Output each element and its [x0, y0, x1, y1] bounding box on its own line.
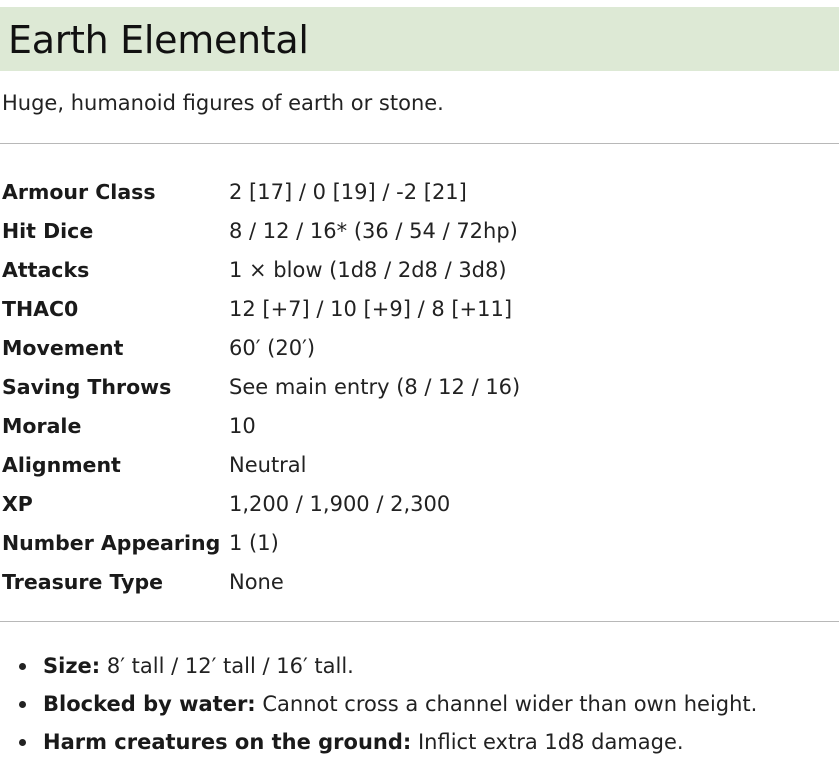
stat-row-armour-class: Armour Class 2 [17] / 0 [19] / -2 [21]: [2, 172, 839, 211]
stat-value: 60′ (20′): [229, 335, 316, 360]
stat-row-thac0: THAC0 12 [+7] / 10 [+9] / 8 [+11]: [2, 289, 839, 328]
stat-row-number-appearing: Number Appearing 1 (1): [2, 523, 839, 562]
note-text: Inflict extra 1d8 damage.: [411, 730, 684, 754]
stat-label: Alignment: [2, 452, 121, 477]
list-item: Harm creatures on the ground: Inflict ex…: [0, 723, 757, 761]
stat-value: 8 / 12 / 16* (36 / 54 / 72hp): [229, 218, 518, 243]
note-term: Size:: [43, 654, 101, 678]
stat-value: See main entry (8 / 12 / 16): [229, 374, 521, 399]
stat-value: 12 [+7] / 10 [+9] / 8 [+11]: [229, 296, 513, 321]
note-text: 8′ tall / 12′ tall / 16′ tall.: [100, 654, 354, 678]
divider-top: [0, 143, 839, 144]
bullet-icon: [19, 701, 26, 708]
stat-row-alignment: Alignment Neutral: [2, 445, 839, 484]
list-item: Size: 8′ tall / 12′ tall / 16′ tall.: [0, 647, 757, 685]
bullet-icon: [19, 663, 26, 670]
stat-label: Attacks: [2, 257, 90, 282]
stat-value: 2 [17] / 0 [19] / -2 [21]: [229, 179, 467, 204]
stat-row-xp: XP 1,200 / 1,900 / 2,300: [2, 484, 839, 523]
stat-label: Morale: [2, 413, 82, 438]
stat-label: Number Appearing: [2, 530, 221, 555]
note-term: Harm creatures on the ground:: [43, 730, 412, 754]
stat-value: Neutral: [229, 452, 307, 477]
monster-description: Huge, humanoid figures of earth or stone…: [2, 91, 444, 115]
stat-row-hit-dice: Hit Dice 8 / 12 / 16* (36 / 54 / 72hp): [2, 211, 839, 250]
bullet-icon: [19, 739, 26, 746]
stat-value: 1,200 / 1,900 / 2,300: [229, 491, 451, 516]
stat-row-morale: Morale 10: [2, 406, 839, 445]
stat-row-attacks: Attacks 1 × blow (1d8 / 2d8 / 3d8): [2, 250, 839, 289]
stat-row-treasure-type: Treasure Type None: [2, 562, 839, 601]
stat-block: Armour Class 2 [17] / 0 [19] / -2 [21] H…: [2, 172, 839, 601]
stat-value: 1 × blow (1d8 / 2d8 / 3d8): [229, 257, 507, 282]
stat-value: 1 (1): [229, 530, 279, 555]
stat-label: Treasure Type: [2, 569, 164, 594]
title-banner: Earth Elemental: [0, 7, 839, 71]
note-text: Cannot cross a channel wider than own he…: [255, 692, 758, 716]
stat-label: Movement: [2, 335, 124, 360]
page-title: Earth Elemental: [8, 18, 309, 62]
divider-bottom: [0, 621, 839, 622]
stat-value: 10: [229, 413, 256, 438]
stat-label: Hit Dice: [2, 218, 94, 243]
stat-label: XP: [2, 491, 33, 516]
stat-row-saving-throws: Saving Throws See main entry (8 / 12 / 1…: [2, 367, 839, 406]
note-term: Blocked by water:: [43, 692, 256, 716]
stat-label: Saving Throws: [2, 374, 172, 399]
stat-label: THAC0: [2, 296, 79, 321]
list-item: Blocked by water: Cannot cross a channel…: [0, 685, 757, 723]
stat-value: None: [229, 569, 284, 594]
ability-notes-list: Size: 8′ tall / 12′ tall / 16′ tall. Blo…: [0, 647, 757, 761]
stat-row-movement: Movement 60′ (20′): [2, 328, 839, 367]
stat-label: Armour Class: [2, 179, 156, 204]
